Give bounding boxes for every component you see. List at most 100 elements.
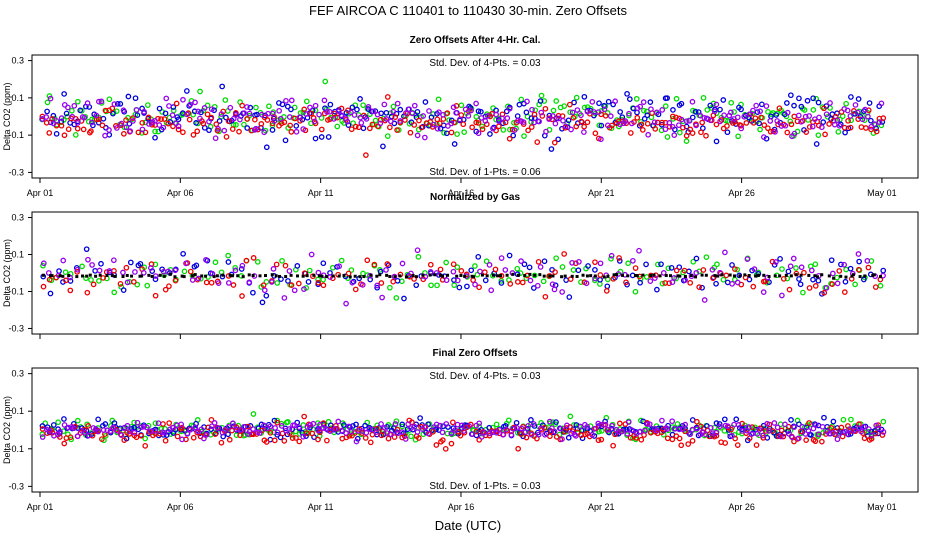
data-point <box>441 274 445 278</box>
stats-annotation: Std. Dev. of 1-Pts. = 0.06 <box>429 167 541 178</box>
data-point <box>172 277 179 284</box>
data-point <box>413 282 420 289</box>
data-point <box>215 274 219 278</box>
data-point <box>439 429 446 436</box>
data-point <box>581 273 585 277</box>
data-point <box>864 258 871 264</box>
data-point <box>761 122 768 128</box>
data-point <box>289 273 293 277</box>
data-point <box>858 428 864 435</box>
data-point <box>69 113 76 120</box>
data-point <box>581 104 588 111</box>
data-point <box>654 109 660 116</box>
data-point <box>200 120 207 127</box>
data-point <box>608 255 614 262</box>
data-point <box>769 258 776 265</box>
data-point <box>860 424 867 430</box>
data-point <box>296 274 300 278</box>
data-point <box>615 273 619 277</box>
data-point <box>158 273 162 277</box>
data-point <box>664 95 671 101</box>
data-point <box>843 100 850 107</box>
data-point <box>416 117 422 124</box>
data-point <box>321 97 328 104</box>
data-point <box>331 110 338 117</box>
stats-annotation: Std. Dev. of 4-Pts. = 0.03 <box>429 58 541 69</box>
data-point <box>802 431 809 437</box>
data-point <box>596 428 602 435</box>
data-point <box>363 152 369 158</box>
data-point <box>608 252 615 259</box>
data-point <box>868 432 875 438</box>
data-point <box>687 279 694 286</box>
data-point <box>437 422 443 429</box>
data-point <box>194 128 201 135</box>
data-point <box>133 434 140 441</box>
data-point <box>832 276 836 280</box>
data-point <box>472 275 476 279</box>
data-point <box>237 116 243 123</box>
data-point <box>523 274 527 278</box>
data-point <box>359 282 366 288</box>
data-point <box>190 274 194 278</box>
data-point <box>528 431 535 438</box>
data-point <box>357 96 363 102</box>
data-point <box>640 107 647 114</box>
data-point <box>862 106 868 113</box>
data-point <box>383 267 389 273</box>
data-point <box>274 419 281 426</box>
data-point <box>632 288 639 295</box>
data-point <box>360 102 366 109</box>
data-point <box>495 123 502 130</box>
data-point <box>274 280 281 286</box>
data-point <box>266 103 272 110</box>
y-tick-label: -0.1 <box>8 444 24 454</box>
data-point <box>686 117 693 124</box>
data-point <box>537 264 544 270</box>
data-point <box>570 114 577 121</box>
data-point <box>446 273 450 277</box>
data-point <box>636 247 642 254</box>
data-point <box>689 114 696 121</box>
data-point <box>765 125 771 132</box>
data-point <box>75 275 79 279</box>
data-point <box>273 261 280 268</box>
data-point <box>227 104 234 111</box>
data-point <box>206 118 212 125</box>
data-point <box>472 263 478 269</box>
data-point <box>138 432 145 439</box>
data-point <box>477 268 483 275</box>
data-point <box>821 414 827 421</box>
data-point <box>135 129 142 136</box>
data-point <box>848 416 854 423</box>
data-point <box>89 262 95 268</box>
data-point <box>616 420 623 427</box>
data-point <box>711 424 718 431</box>
data-point <box>547 433 553 440</box>
data-point <box>454 264 461 270</box>
data-point <box>644 421 651 427</box>
data-point <box>113 108 120 115</box>
data-point <box>850 274 854 278</box>
data-point <box>422 273 429 280</box>
data-point <box>549 116 555 123</box>
data-point <box>847 124 854 131</box>
data-point <box>211 420 218 426</box>
data-point <box>571 99 577 106</box>
data-point <box>602 421 609 428</box>
data-point <box>752 115 759 122</box>
data-point <box>141 108 147 115</box>
x-tick-label: Apr 26 <box>728 502 755 512</box>
data-point <box>592 130 599 137</box>
data-point <box>584 423 591 430</box>
data-point <box>674 421 681 427</box>
x-tick-label: Apr 26 <box>728 188 755 198</box>
data-point <box>717 106 723 113</box>
data-point <box>428 273 432 277</box>
data-point <box>778 427 785 434</box>
data-point <box>114 125 120 131</box>
data-point <box>563 274 567 278</box>
data-point <box>756 426 763 433</box>
data-point <box>622 118 629 124</box>
x-tick-label: Apr 01 <box>27 502 54 512</box>
